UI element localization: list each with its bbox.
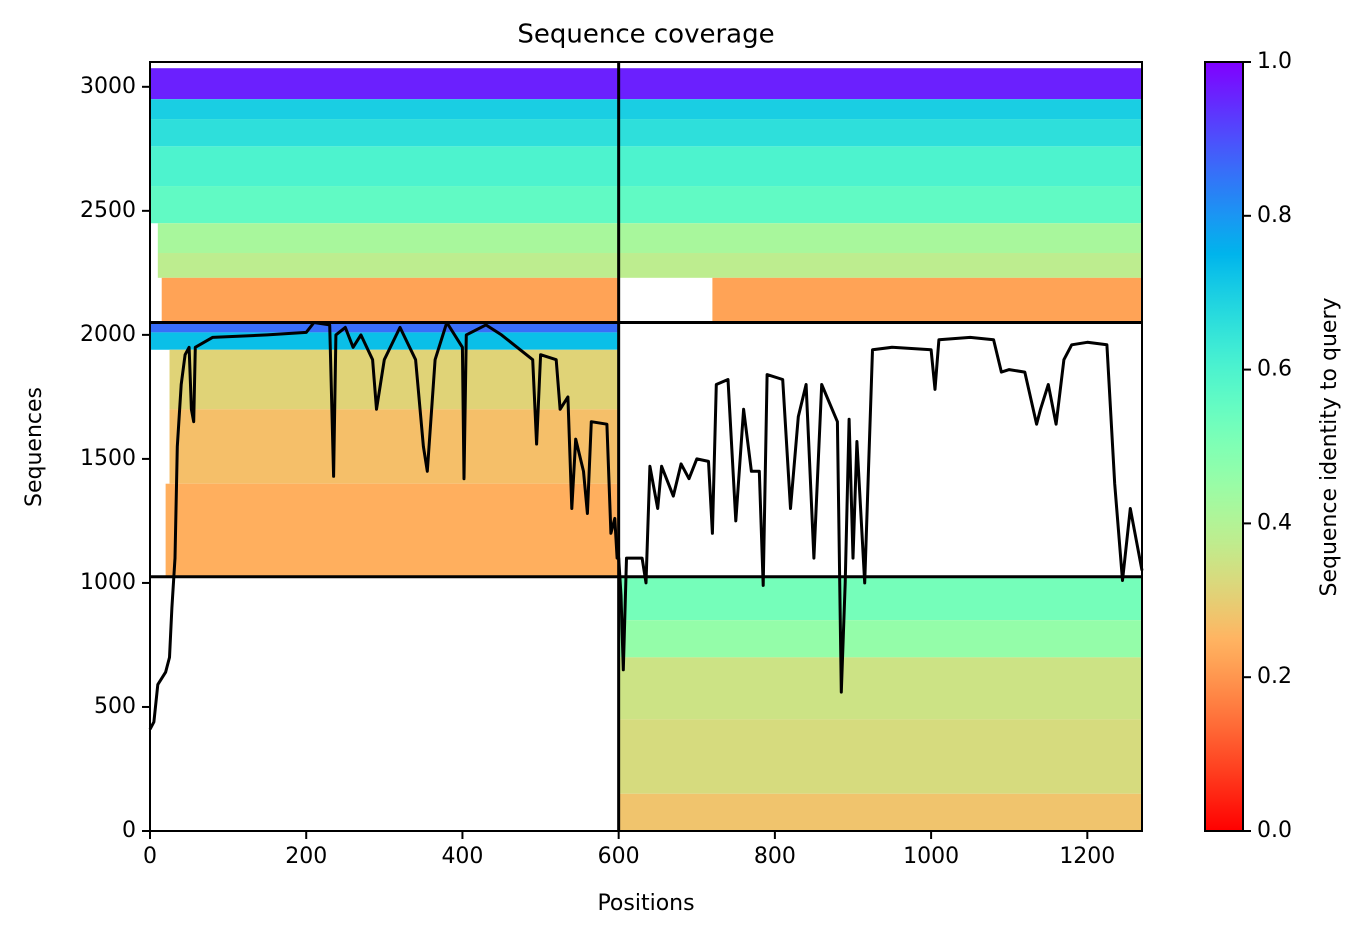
y-tick-label: 1500 xyxy=(80,446,136,471)
coverage-band xyxy=(161,277,619,323)
coverage-band xyxy=(618,793,1142,831)
coverage-band xyxy=(618,576,1142,621)
x-axis-label: Positions xyxy=(597,891,694,916)
colorbar-tick-label: 0.2 xyxy=(1257,664,1292,689)
colorbar-tick-label: 1.0 xyxy=(1257,49,1292,74)
x-tick-label: 1200 xyxy=(1059,844,1115,869)
y-tick-label: 1000 xyxy=(80,570,136,595)
y-axis-label: Sequences xyxy=(22,387,47,507)
x-tick-label: 200 xyxy=(285,844,327,869)
y-tick-label: 500 xyxy=(94,694,136,719)
x-tick-label: 400 xyxy=(441,844,483,869)
coverage-band xyxy=(150,322,619,333)
x-tick-label: 1000 xyxy=(903,844,959,869)
coverage-band xyxy=(169,349,619,410)
coverage-band xyxy=(150,332,619,350)
coverage-line xyxy=(148,321,1144,730)
y-tick-label: 2500 xyxy=(80,198,136,223)
coverage-band xyxy=(169,409,619,484)
colorbar-label: Sequence identity to query xyxy=(1317,297,1342,596)
y-tick-label: 0 xyxy=(122,818,136,843)
coverage-band xyxy=(150,119,1142,147)
coverage-band xyxy=(150,99,1142,120)
coverage-band xyxy=(165,483,619,577)
y-tick-label: 2000 xyxy=(80,322,136,347)
colorbar-tick-label: 0.6 xyxy=(1257,357,1292,382)
colorbar-tick-label: 0.4 xyxy=(1257,510,1292,535)
chart-title: Sequence coverage xyxy=(517,20,774,50)
coverage-band xyxy=(618,719,1142,794)
coverage-band xyxy=(157,253,1142,278)
coverage-band xyxy=(618,657,1142,720)
coverage-band xyxy=(712,277,1142,323)
x-tick-label: 800 xyxy=(754,844,796,869)
x-tick-label: 0 xyxy=(143,844,157,869)
y-tick-label: 3000 xyxy=(80,74,136,99)
coverage-band xyxy=(150,146,1142,187)
coverage-band xyxy=(157,223,1142,254)
x-tick-label: 600 xyxy=(598,844,640,869)
plot-frame xyxy=(149,61,1143,832)
colorbar xyxy=(1204,61,1244,832)
coverage-band xyxy=(150,186,1142,224)
coverage-band xyxy=(618,620,1142,658)
colorbar-tick-label: 0.0 xyxy=(1257,818,1292,843)
coverage-band xyxy=(150,68,1142,100)
colorbar-tick-label: 0.8 xyxy=(1257,203,1292,228)
